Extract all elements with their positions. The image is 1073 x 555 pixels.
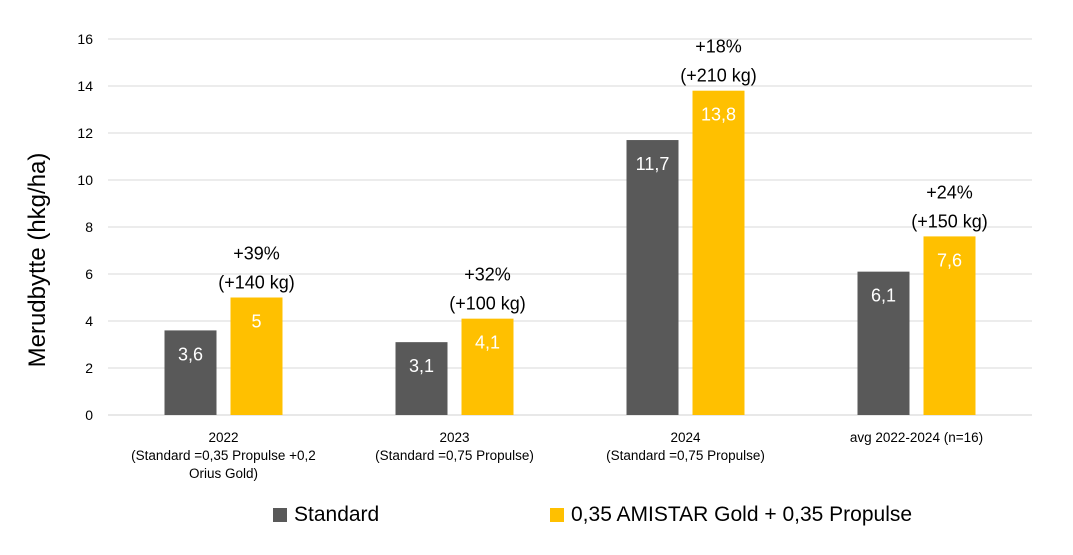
legend-swatch-amistar — [550, 508, 564, 522]
increase-annotation: +18% — [695, 37, 742, 57]
bar-value-label-amistar: 7,6 — [937, 250, 962, 270]
x-category-label: avg 2022-2024 (n=16) — [850, 430, 983, 445]
bar-standard — [626, 140, 679, 416]
legend-swatch-standard — [273, 508, 287, 522]
x-category-label: Orius Gold) — [189, 466, 258, 481]
bar-amistar — [692, 90, 745, 415]
y-tick-label: 0 — [85, 407, 93, 423]
bar-amistar — [461, 318, 514, 415]
bar-amistar — [230, 297, 283, 415]
y-tick-label: 8 — [85, 219, 93, 235]
increase-annotation: (+140 kg) — [218, 273, 295, 293]
x-axis-category-labels: 2022 (Standard =0,35 Propulse +0,2 Orius G… — [131, 430, 983, 481]
increase-annotation: (+100 kg) — [449, 294, 526, 314]
bar-value-label-amistar: 5 — [251, 312, 261, 332]
bar-value-label-standard: 11,7 — [636, 154, 670, 174]
bar-value-label-standard: 3,1 — [409, 356, 434, 376]
bar-chart: 0 2 4 6 8 10 12 14 16 3,6 5 3,1 4,1 11,7 13,8 6,1 7,6 +… — [24, 31, 1032, 481]
bar-value-labels: 3,6 5 3,1 4,1 11,7 13,8 6,1 7,6 — [178, 105, 962, 376]
y-axis-label: Merudbytte (hkg/ha) — [24, 153, 51, 368]
bar-value-label-amistar: 13,8 — [701, 105, 736, 125]
y-tick-label: 16 — [77, 31, 93, 47]
legend-item-amistar: 0,35 AMISTAR Gold + 0,35 Propulse — [550, 503, 912, 527]
legend-label-amistar: 0,35 AMISTAR Gold + 0,35 Propulse — [571, 503, 913, 526]
increase-annotations: +39% (+140 kg) +32% (+100 kg) +18% (+210 kg) +… — [218, 37, 988, 314]
y-tick-label: 2 — [85, 360, 93, 376]
y-tick-label: 10 — [77, 172, 93, 188]
y-tick-label: 6 — [85, 266, 93, 282]
x-category-label: 2024 — [670, 430, 701, 445]
bar-value-label-amistar: 4,1 — [475, 333, 500, 353]
x-category-label: 2022 — [208, 430, 238, 445]
y-axis-ticks: 0 2 4 6 8 10 12 14 16 — [77, 31, 93, 423]
bar-value-label-standard: 3,6 — [178, 344, 203, 364]
bar-amistar — [923, 236, 976, 415]
y-tick-label: 14 — [77, 78, 93, 94]
bar-standard — [395, 342, 448, 415]
increase-annotation: +39% — [233, 244, 280, 264]
y-tick-label: 4 — [85, 313, 93, 329]
x-category-label: (Standard =0,75 Propulse) — [606, 448, 765, 463]
bars — [164, 90, 976, 416]
x-category-label: (Standard =0,35 Propulse +0,2 — [131, 448, 316, 463]
bar-value-label-standard: 6,1 — [871, 286, 896, 306]
increase-annotation: +32% — [464, 265, 511, 285]
x-category-label: 2023 — [439, 430, 469, 445]
legend-item-standard: Standard — [273, 503, 379, 527]
x-category-label: (Standard =0,75 Propulse) — [375, 448, 534, 463]
increase-annotation: (+210 kg) — [680, 66, 757, 86]
increase-annotation: +24% — [926, 182, 973, 202]
legend-label-standard: Standard — [294, 503, 380, 526]
increase-annotation: (+150 kg) — [911, 211, 988, 231]
bar-standard — [857, 271, 910, 415]
bar-standard — [164, 330, 217, 415]
y-tick-label: 12 — [77, 125, 93, 141]
